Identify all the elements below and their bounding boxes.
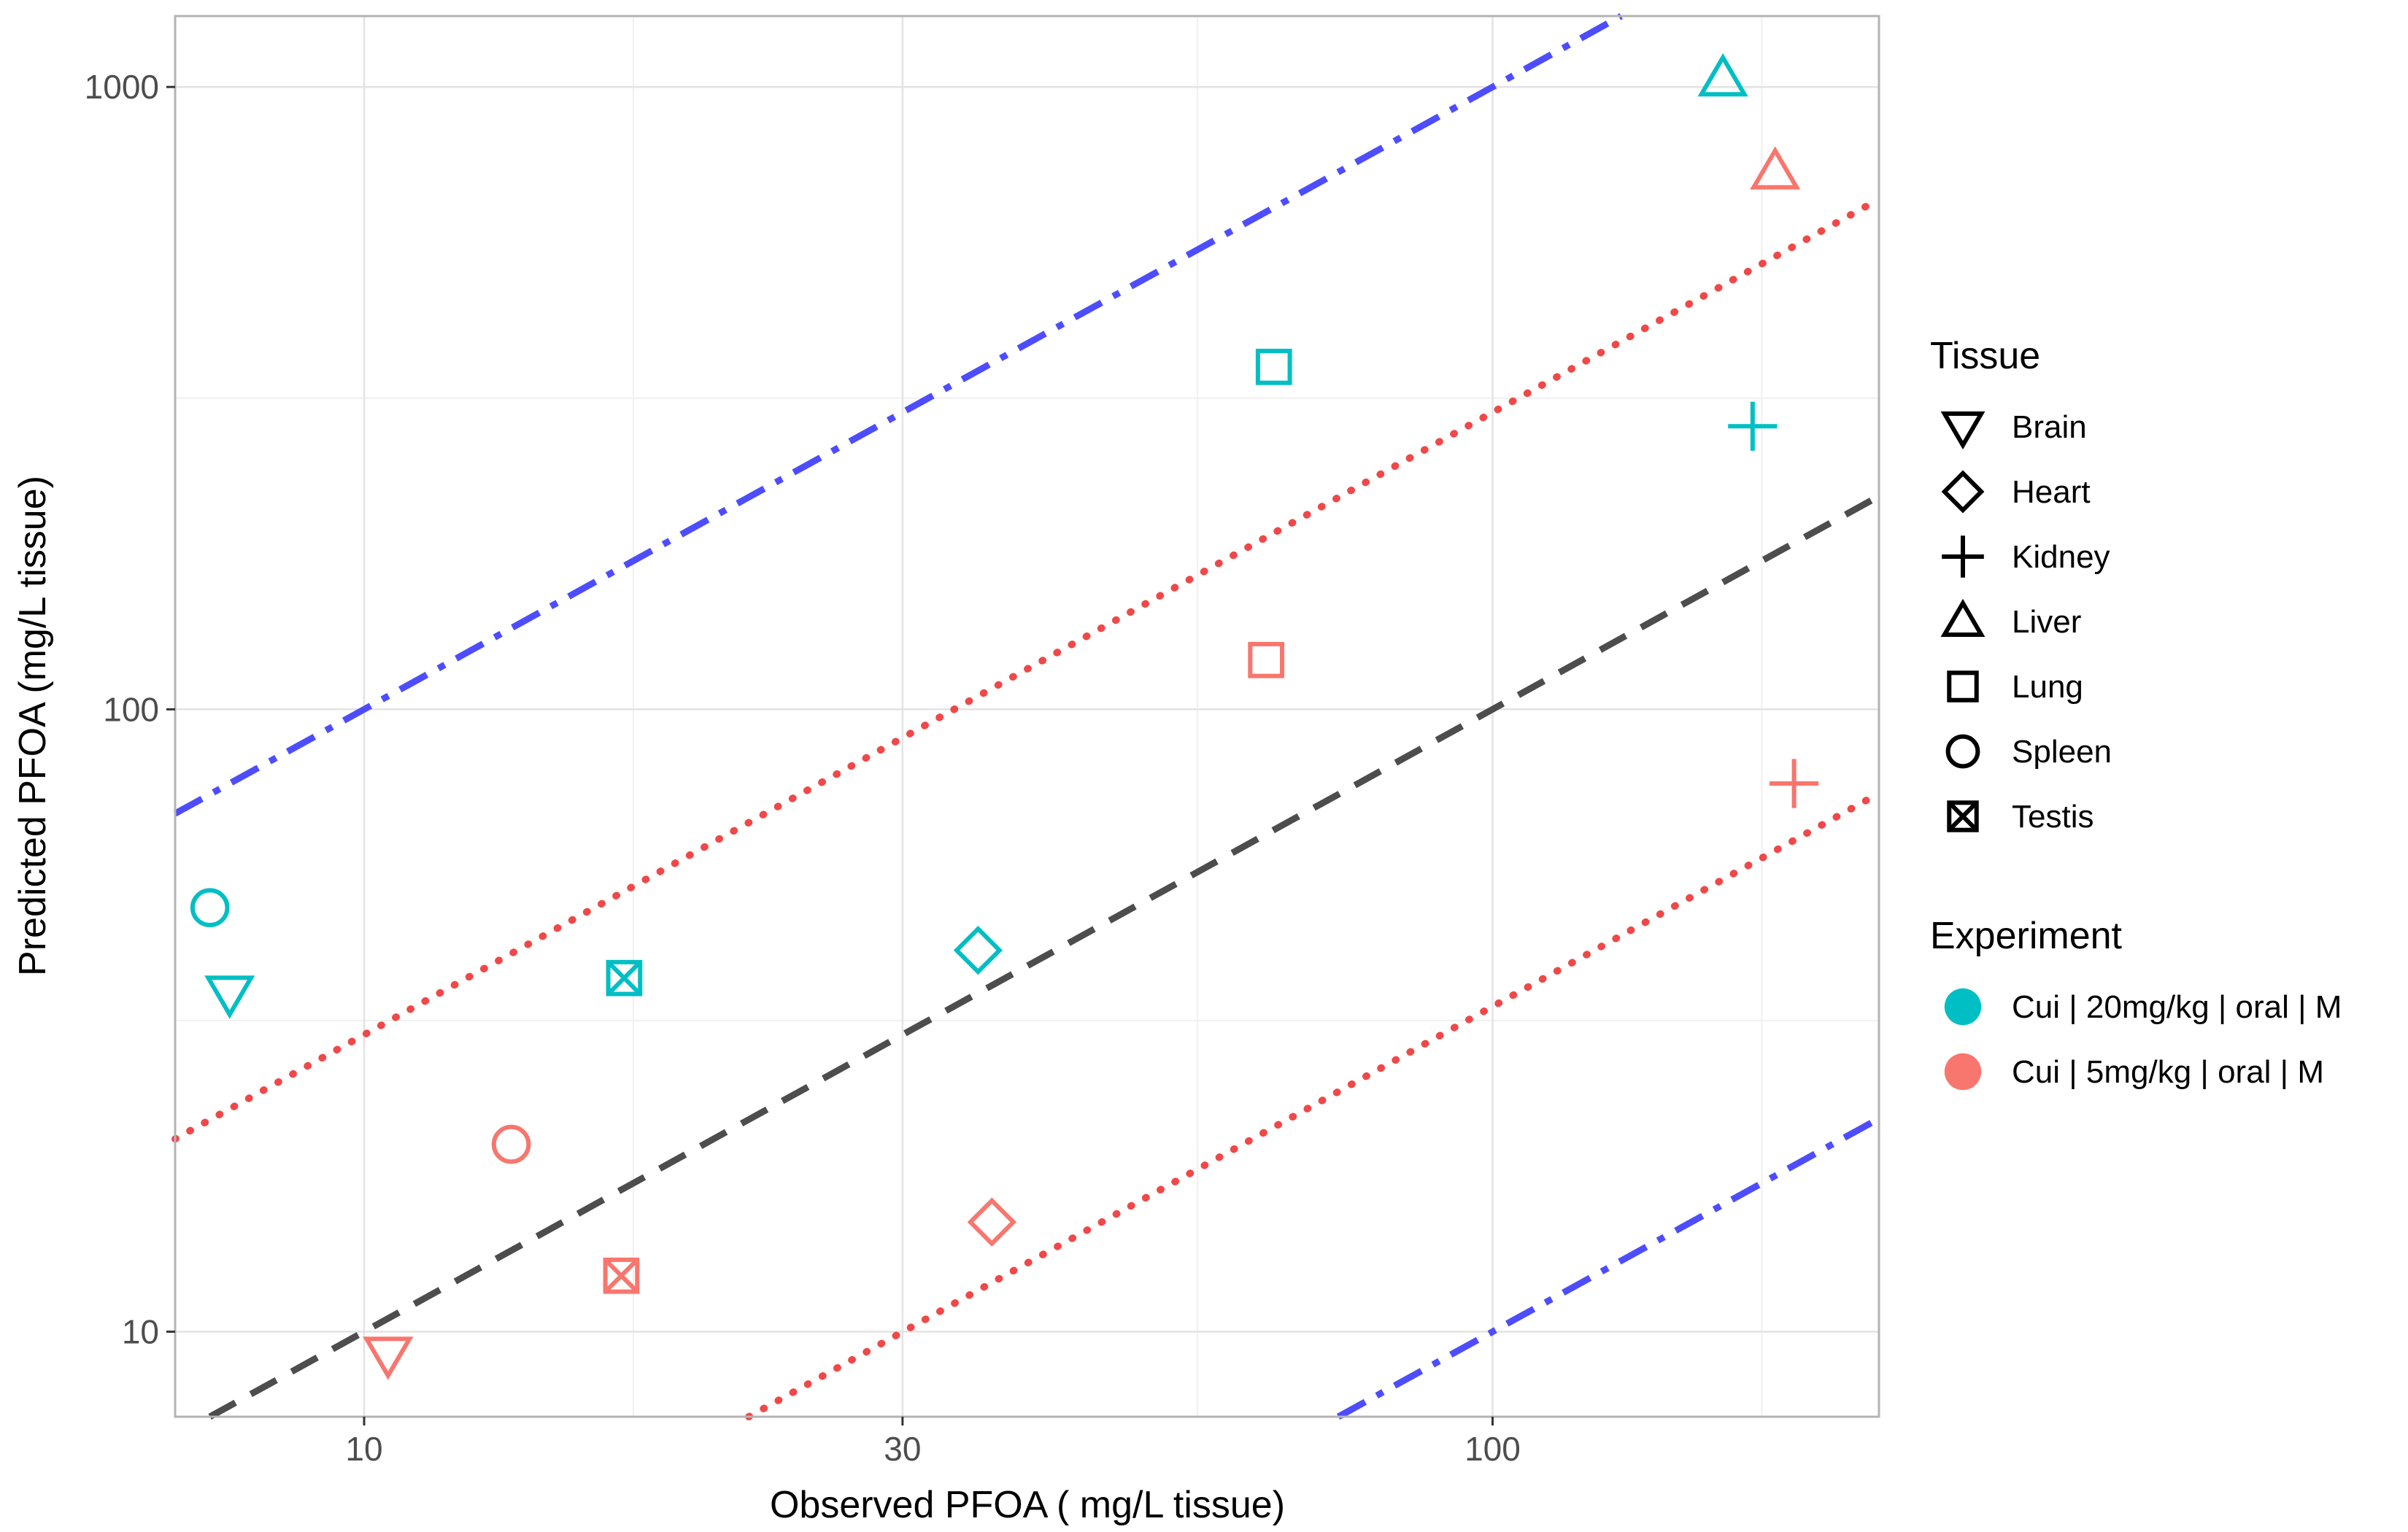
legend-experiment-entry: Cui | 5mg/kg | oral | M (1944, 1053, 2324, 1091)
reference-line-dotted (745, 789, 1883, 1420)
legend-liver-shape (1940, 598, 1986, 637)
legend-experiment-title: Experiment (1930, 915, 2123, 957)
reference-lines (171, 13, 1883, 1420)
axis-ticks: 10 30 100 10 100 1000 (85, 68, 1521, 1468)
legend-tissue-label: Heart (2012, 474, 2091, 510)
legend-spleen-shape (1945, 734, 1980, 769)
y-tick-label: 1000 (85, 68, 159, 106)
legend-tissue-entry: Spleen (1945, 734, 2112, 770)
y-tick-label: 10 (122, 1312, 159, 1350)
legend-experiment-label: Cui | 20mg/kg | oral | M (2012, 989, 2342, 1025)
data-point-lung (1248, 641, 1284, 678)
legend-experiment-entry: Cui | 20mg/kg | oral | M (1944, 988, 2342, 1026)
legend-tissue-label: Kidney (2012, 539, 2110, 575)
legend-tissue-title: Tissue (1930, 335, 2040, 377)
legend-color-dot (1944, 988, 1982, 1026)
plot-panel-border (174, 15, 1880, 1418)
legend-tissue-entry: Brain (1940, 409, 2087, 450)
data-point-liver (1750, 146, 1801, 190)
data-point-testis (606, 959, 643, 997)
legend-tissue-entry: Lung (1947, 669, 2083, 705)
x-tick-label: 30 (884, 1430, 921, 1468)
legend-brain-shape (1940, 411, 1986, 450)
data-point-liver (1697, 53, 1748, 97)
legend-tissue-entry: Liver (1940, 598, 2081, 640)
legend-tissue-label: Lung (2012, 669, 2083, 705)
legend-tissue-entry: Heart (1941, 470, 2091, 514)
grid-lines (175, 16, 1879, 1417)
legend-tissue-entry: Kidney (1942, 535, 2110, 578)
reference-line-dashed (208, 493, 1881, 1420)
data-point-heart (967, 1197, 1016, 1247)
data-point-heart (953, 925, 1003, 975)
reference-line-dashdot (173, 13, 1623, 817)
data-point-lung (1255, 349, 1292, 385)
legend-testis-shape (1947, 800, 1979, 832)
y-tick-label: 100 (103, 690, 159, 728)
legend-tissue-entry: Testis (1947, 799, 2094, 835)
legend-experiment: Experiment Cui | 20mg/kg | oral | M Cui |… (1930, 915, 2342, 1091)
data-point-kidney (1728, 401, 1778, 451)
legend-experiment-label: Cui | 5mg/kg | oral | M (2012, 1054, 2324, 1090)
legend-kidney-shape (1942, 535, 1984, 578)
data-points (190, 53, 1819, 1380)
reference-line-dashdot (1336, 1115, 1881, 1420)
data-point-spleen (491, 1124, 531, 1164)
legend-tissue-label: Testis (2012, 799, 2094, 835)
x-tick-label: 10 (345, 1430, 382, 1468)
y-axis-title: Predicted PFOA (mg/L tissue) (12, 476, 54, 976)
data-point-brain (363, 1336, 414, 1380)
reference-line-dotted (171, 196, 1883, 1143)
data-point-brain (204, 975, 255, 1019)
legend-tissue-label: Brain (2012, 409, 2087, 445)
legend-tissue: Tissue Brain Heart Kidney Liver Lung Spleen Te… (1930, 335, 2112, 835)
x-tick-label: 100 (1465, 1430, 1521, 1468)
legend-tissue-label: Liver (2012, 604, 2081, 640)
legend-color-dot (1944, 1053, 1982, 1091)
data-point-spleen (190, 888, 230, 928)
legend-lung-shape (1947, 670, 1979, 703)
legend-tissue-label: Spleen (2012, 734, 2112, 770)
data-point-kidney (1770, 759, 1819, 808)
x-axis-title: Observed PFOA ( mg/L tissue) (770, 1484, 1285, 1526)
legend-heart-shape (1941, 470, 1985, 514)
data-point-testis (603, 1257, 640, 1294)
